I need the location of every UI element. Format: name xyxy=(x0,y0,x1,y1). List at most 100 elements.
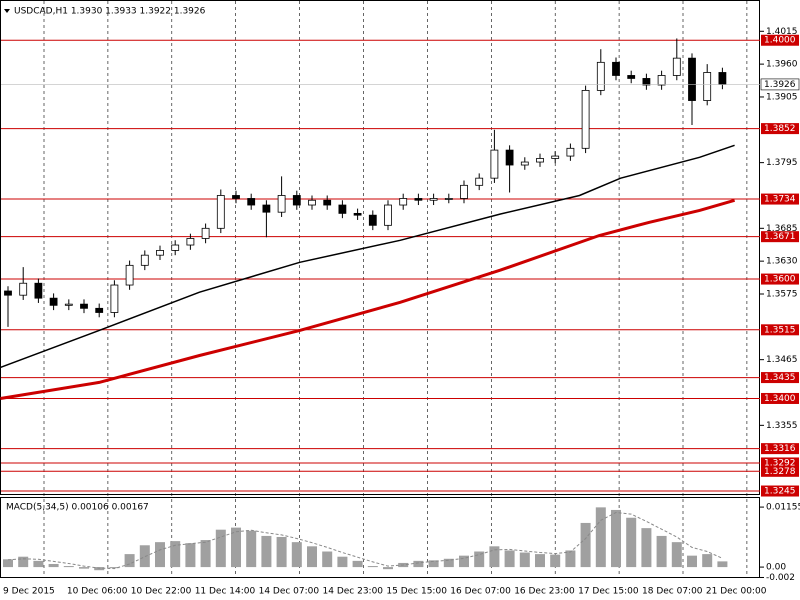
macd-bar xyxy=(702,554,713,568)
y-tick-label: 1.3630 xyxy=(766,257,798,267)
level-label: 1.3292 xyxy=(764,458,796,468)
level-label: 1.3316 xyxy=(764,444,796,454)
x-tick-label: 15 Dec 15:00 xyxy=(386,587,447,597)
candle-body xyxy=(551,155,560,159)
macd-bar xyxy=(489,546,500,568)
macd-bar xyxy=(33,560,44,568)
y-tick-label: 1.3685 xyxy=(766,224,798,234)
y-tick-label: 1.3905 xyxy=(766,92,798,102)
macd-bar xyxy=(109,567,120,569)
candle-body xyxy=(596,61,605,91)
candle-body xyxy=(657,75,666,86)
y-tick-label: 1.3355 xyxy=(766,421,798,431)
candle-body xyxy=(216,195,225,229)
candle-body xyxy=(308,199,316,206)
candle-body xyxy=(80,303,88,309)
candle-body xyxy=(171,244,180,251)
macd-signal xyxy=(7,511,723,570)
candle-body xyxy=(353,212,362,216)
candle-body xyxy=(505,149,514,166)
x-tick-label: 11 Dec 14:00 xyxy=(195,587,256,597)
level-label: 1.3734 xyxy=(764,195,796,205)
price-panel xyxy=(0,0,760,495)
level-label: 1.3400 xyxy=(764,394,796,404)
level-label: 1.3852 xyxy=(764,124,796,134)
macd-bar xyxy=(656,535,667,568)
x-tick-label: 14 Dec 07:00 xyxy=(259,587,320,597)
candle-body xyxy=(95,307,104,313)
level-label-box xyxy=(761,457,799,469)
candle-body xyxy=(612,61,620,76)
candle-body xyxy=(429,198,438,201)
level-label-box xyxy=(761,324,799,336)
macd-y-tick-label: 0.00 xyxy=(766,563,786,573)
macd-bar xyxy=(215,529,226,568)
macd-bar xyxy=(687,555,697,568)
macd-bar xyxy=(124,554,135,568)
moving-average xyxy=(0,144,735,369)
candle-body xyxy=(186,238,195,246)
macd-bar xyxy=(641,528,652,568)
candle-body xyxy=(718,72,727,85)
x-tick-label: 10 Dec 22:00 xyxy=(131,587,192,597)
x-tick-label: 21 Dec 00:00 xyxy=(706,587,767,597)
macd-bar xyxy=(337,556,348,568)
x-tick-label: 17 Dec 15:00 xyxy=(578,587,639,597)
candle-body xyxy=(384,204,392,226)
candle-body xyxy=(232,195,240,199)
candle-body xyxy=(688,57,696,101)
candle-body xyxy=(277,195,286,213)
candle-body xyxy=(444,198,453,200)
macd-bar xyxy=(79,567,89,569)
candle-body xyxy=(642,78,651,86)
level-label: 1.3278 xyxy=(764,467,796,477)
macd-bar xyxy=(48,563,59,568)
level-label-box xyxy=(761,443,799,455)
macd-bar xyxy=(565,550,576,568)
chart-title: USDCAD,H1 1.3930 1.3933 1.3922 1.3926 xyxy=(14,7,206,17)
x-tick-label: 9 Dec 2015 xyxy=(3,587,55,597)
macd-panel xyxy=(0,497,760,578)
level-label: 1.4000 xyxy=(764,36,796,46)
macd-bar xyxy=(626,517,637,568)
candle-body xyxy=(703,72,712,101)
level-label: 1.3245 xyxy=(764,487,796,497)
candle-body xyxy=(323,199,332,206)
y-tick-label: 1.4015 xyxy=(766,27,798,37)
candle-body xyxy=(520,161,529,166)
candle-body xyxy=(262,204,271,213)
candle-body xyxy=(140,254,149,266)
macd-bar xyxy=(185,543,196,568)
macd-bar xyxy=(519,552,530,568)
moving-average xyxy=(0,198,736,400)
macd-bar xyxy=(170,541,181,568)
candle-body xyxy=(672,57,681,76)
candle-body xyxy=(475,177,484,186)
macd-bar xyxy=(671,542,682,568)
candle-body xyxy=(566,147,575,157)
y-tick-label: 1.3795 xyxy=(766,158,798,168)
macd-y-tick-label: -0.002 xyxy=(766,573,795,583)
macd-bar xyxy=(94,567,105,571)
candle-body xyxy=(414,198,423,201)
level-label-box xyxy=(761,123,799,135)
macd-bar xyxy=(291,542,302,568)
level-label-box xyxy=(761,231,799,243)
macd-bar xyxy=(307,546,317,568)
macd-title: MACD(5,34,5) 0.00106 0.00167 xyxy=(6,503,149,513)
macd-bar xyxy=(18,556,29,568)
candle-body xyxy=(460,184,468,199)
macd-bar xyxy=(261,535,272,568)
macd-bar xyxy=(443,558,454,568)
candle-body xyxy=(292,195,301,206)
macd-bar xyxy=(231,527,241,568)
level-label: 1.3435 xyxy=(764,373,796,383)
level-label-box xyxy=(761,485,799,497)
macd-bar xyxy=(155,542,165,568)
menu-arrow[interactable] xyxy=(4,9,10,13)
candle-body xyxy=(536,158,544,163)
candle-body xyxy=(4,290,12,296)
level-label-box xyxy=(761,465,799,477)
